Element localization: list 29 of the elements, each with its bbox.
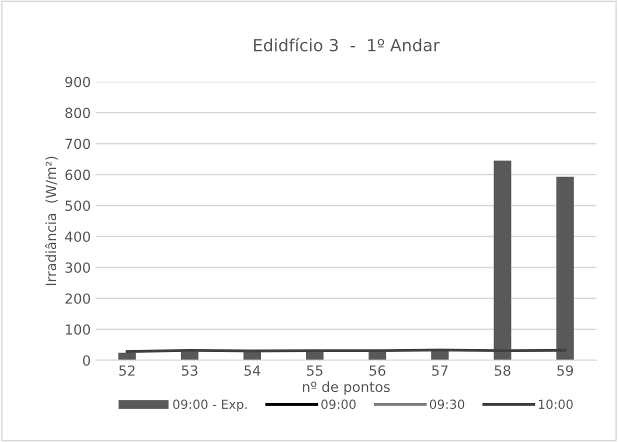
bar (494, 160, 512, 360)
legend-label: 10:00 (538, 400, 573, 409)
x-axis-title: nº de pontos (302, 381, 390, 395)
x-tick-label: 56 (370, 365, 386, 376)
y-tick-label: 800 (65, 108, 90, 118)
y-tick-label: 200 (65, 293, 90, 304)
y-tick-label: 0 (83, 355, 90, 366)
y-tick-label: 500 (65, 200, 90, 212)
legend-label: 09:00 (321, 400, 356, 409)
y-tick-label: 300 (65, 262, 90, 273)
x-tick-label: 55 (307, 366, 322, 376)
bar (556, 176, 574, 360)
bar (306, 352, 324, 360)
x-tick-label: 59 (557, 365, 573, 376)
x-tick-label: 58 (494, 365, 510, 376)
y-tick-label: 400 (65, 231, 90, 242)
y-tick-label: 900 (65, 76, 90, 88)
bar (368, 352, 386, 360)
x-tick-label: 54 (244, 366, 260, 376)
y-axis-title: Irradiância (W/m²) (44, 156, 58, 286)
chart-title: Edidfício 3 - 1º Andar (254, 38, 440, 52)
legend-label: 09:00 - Exp. (173, 400, 247, 412)
x-tick-label: 53 (182, 365, 198, 376)
x-tick-label: 57 (432, 366, 448, 376)
x-tick-label: 52 (119, 365, 135, 376)
y-tick-label: 100 (66, 324, 90, 335)
y-tick-label: 600 (65, 170, 90, 180)
legend-label: 09:30 (430, 400, 464, 409)
y-tick-label: 700 (66, 138, 90, 150)
